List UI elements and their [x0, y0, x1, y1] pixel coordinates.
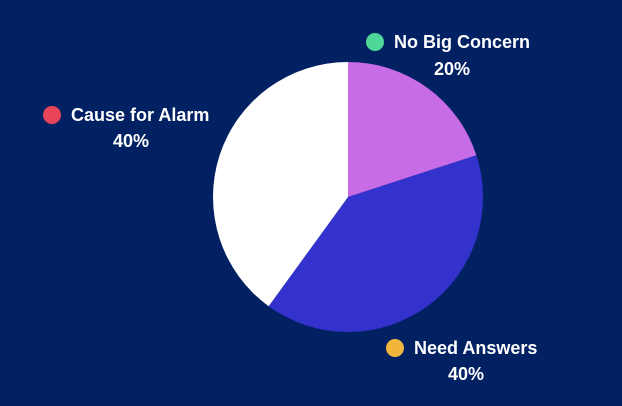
slice-label: Cause for Alarm — [71, 105, 209, 125]
slice-value-label: 40% — [113, 131, 149, 151]
label-dot — [43, 106, 61, 124]
slice-value-label: 40% — [448, 364, 484, 384]
label-dot — [366, 33, 384, 51]
slice-value-label: 20% — [434, 59, 470, 79]
label-dot — [386, 339, 404, 357]
pie-slice — [268, 155, 483, 332]
slice-label: No Big Concern — [394, 32, 530, 52]
slice-label: Need Answers — [414, 338, 537, 358]
pie-slice — [213, 62, 348, 307]
pie-slice — [348, 62, 477, 197]
